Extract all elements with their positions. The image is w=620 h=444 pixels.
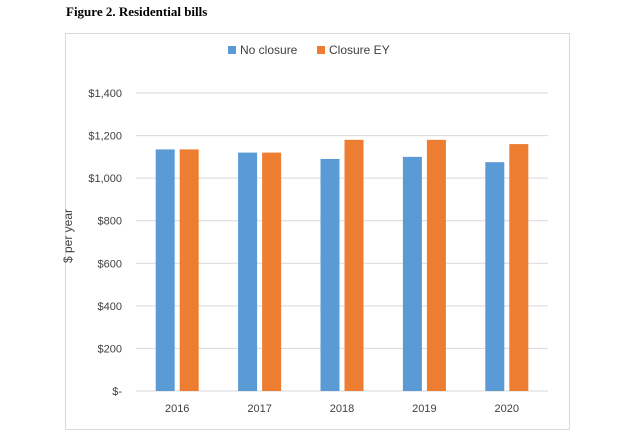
bar-no-closure-2020 (485, 162, 505, 391)
y-tick-label: $1,000 (88, 173, 122, 185)
bar-no-closure-2016 (155, 149, 175, 391)
y-tick-label: $- (112, 386, 122, 398)
legend: No closure Closure EY (228, 43, 390, 57)
y-tick-label: $800 (98, 216, 122, 228)
legend-label: No closure (240, 43, 298, 57)
y-tick-labels: $- $200 $400 $600 $800 $1,000 $1,200 $1,400 (88, 88, 122, 398)
y-tick-label: $400 (98, 301, 122, 313)
y-tick-label: $200 (98, 343, 122, 355)
gridlines (136, 92, 548, 392)
x-tick-label: 2019 (412, 403, 436, 415)
y-tick-label: $1,400 (88, 88, 122, 100)
legend-swatch (228, 46, 236, 54)
bar-closure-ey-2020 (509, 144, 529, 391)
bar-closure-ey-2016 (179, 149, 199, 391)
y-axis-label: $ per year (61, 209, 75, 263)
x-tick-labels: 2016 2017 2018 2019 2020 (165, 403, 519, 415)
legend-label: Closure EY (329, 43, 390, 57)
x-tick-label: 2020 (495, 403, 519, 415)
y-tick-label: $1,200 (88, 131, 122, 143)
bars (155, 139, 529, 391)
bar-no-closure-2019 (402, 156, 422, 391)
y-tick-label: $600 (98, 258, 122, 270)
figure-title: Figure 2. Residential bills (66, 4, 208, 19)
bar-closure-ey-2019 (426, 139, 446, 391)
x-tick-label: 2018 (330, 403, 354, 415)
legend-swatch (317, 46, 325, 54)
x-tick-label: 2016 (165, 403, 189, 415)
chart-frame (65, 33, 570, 430)
x-tick-label: 2017 (247, 403, 271, 415)
bar-closure-ey-2017 (262, 152, 282, 391)
bar-no-closure-2017 (238, 152, 258, 391)
bar-no-closure-2018 (320, 158, 340, 391)
bar-closure-ey-2018 (344, 139, 364, 391)
